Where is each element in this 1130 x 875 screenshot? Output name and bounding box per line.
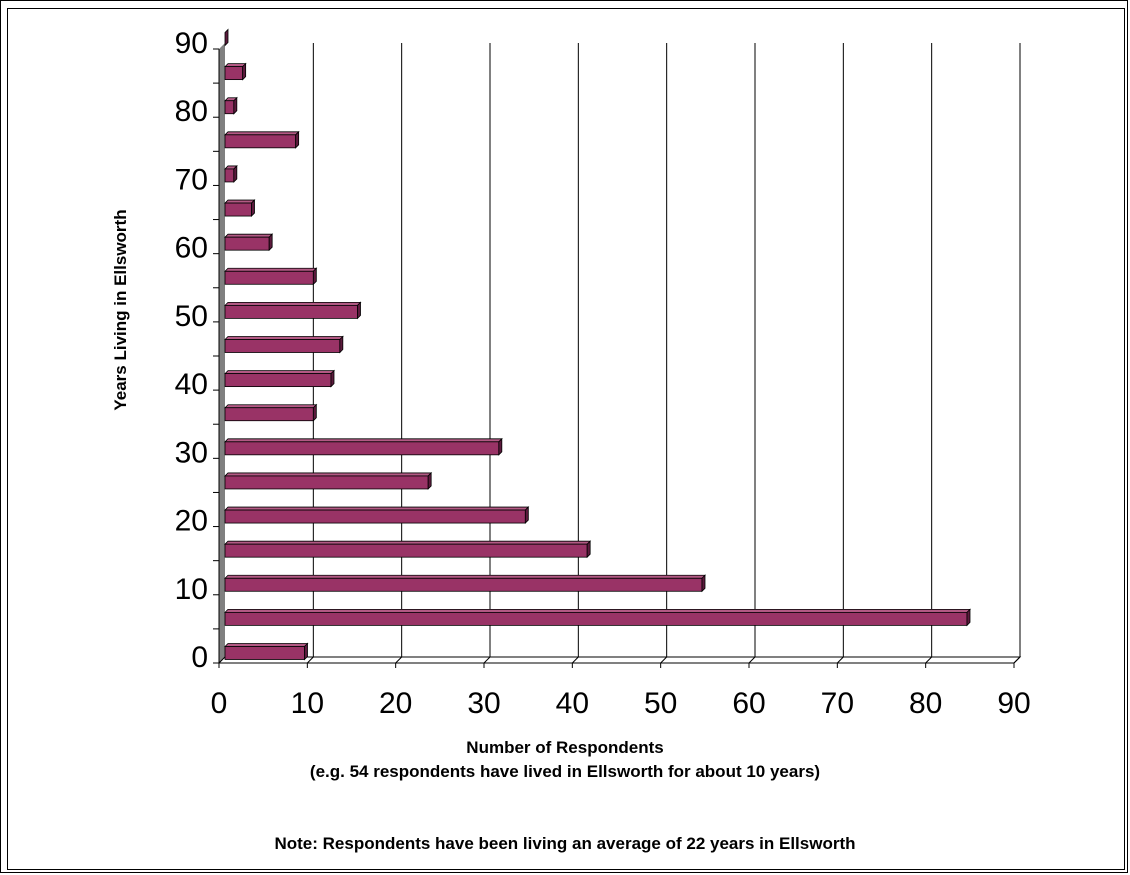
bar-end	[358, 302, 361, 318]
bar-end	[252, 200, 255, 216]
bar	[225, 237, 269, 250]
bar-top	[225, 644, 308, 647]
bar-end	[331, 371, 334, 387]
bar	[225, 203, 252, 216]
bar-top	[225, 609, 970, 612]
x-tick-label: 10	[291, 687, 324, 720]
bar	[225, 647, 305, 660]
floor	[219, 657, 1020, 663]
bar-top	[225, 200, 255, 203]
bar-end	[525, 507, 528, 523]
bar-end	[340, 337, 343, 353]
x-tick-label: 80	[909, 687, 942, 720]
bar	[225, 340, 340, 353]
bar-end	[428, 473, 431, 489]
bar	[225, 442, 499, 455]
x-axis-label: Number of Respondents	[0, 738, 1130, 758]
bar-side	[225, 30, 228, 46]
x-tick-label: 30	[467, 687, 500, 720]
bar-end	[269, 234, 272, 250]
bar-end	[296, 132, 299, 148]
y-tick-label: 50	[175, 300, 208, 333]
y-tick-label: 80	[175, 95, 208, 128]
bar	[225, 271, 313, 284]
bar	[225, 135, 296, 148]
bar	[225, 510, 525, 523]
y-tick-label: 10	[175, 573, 208, 606]
y-tick-label: 40	[175, 368, 208, 401]
bar-top	[225, 439, 502, 442]
y-tick-label: 90	[175, 27, 208, 60]
bar-end	[702, 575, 705, 591]
bar-end	[243, 64, 246, 80]
bar-top	[225, 541, 590, 544]
y-axis-label: Years Living in Ellsworth	[111, 130, 131, 490]
bar-end	[499, 439, 502, 455]
bar-end	[234, 98, 237, 114]
x-axis-note: (e.g. 54 respondents have lived in Ellsw…	[0, 762, 1130, 782]
bar-top	[225, 302, 361, 305]
bar-top	[225, 575, 705, 578]
bar	[225, 544, 587, 557]
y-tick-label: 60	[175, 232, 208, 265]
x-tick-label: 70	[821, 687, 854, 720]
y-tick-label: 20	[175, 505, 208, 538]
footnote: Note: Respondents have been living an av…	[0, 834, 1130, 854]
y-tick-label: 70	[175, 163, 208, 196]
bar-top	[225, 337, 343, 340]
bar	[225, 408, 313, 421]
bar-end	[967, 609, 970, 625]
bar	[225, 374, 331, 387]
bar-end	[313, 405, 316, 421]
side-wall	[219, 43, 225, 663]
bar-top	[225, 132, 299, 135]
bar	[225, 612, 967, 625]
bar-top	[225, 268, 316, 271]
bar-top	[225, 234, 272, 237]
bar	[225, 101, 234, 114]
x-tick-label: 90	[997, 687, 1030, 720]
y-tick-label: 30	[175, 436, 208, 469]
bar	[225, 67, 243, 80]
bar	[225, 305, 358, 318]
bar	[225, 578, 702, 591]
bar-end	[313, 268, 316, 284]
x-tick-label: 40	[556, 687, 589, 720]
x-tick-label: 20	[379, 687, 412, 720]
bar-top	[225, 405, 316, 408]
bar-top	[225, 473, 431, 476]
bar-top	[225, 371, 334, 374]
x-tick-label: 60	[732, 687, 765, 720]
bar	[225, 169, 234, 182]
bar-end	[234, 166, 237, 182]
y-tick-label: 0	[191, 641, 208, 674]
x-tick-label: 0	[211, 687, 228, 720]
bar	[225, 476, 428, 489]
x-tick-label: 50	[644, 687, 677, 720]
bar-end	[587, 541, 590, 557]
bar-top	[225, 507, 528, 510]
bar-end	[305, 644, 308, 660]
